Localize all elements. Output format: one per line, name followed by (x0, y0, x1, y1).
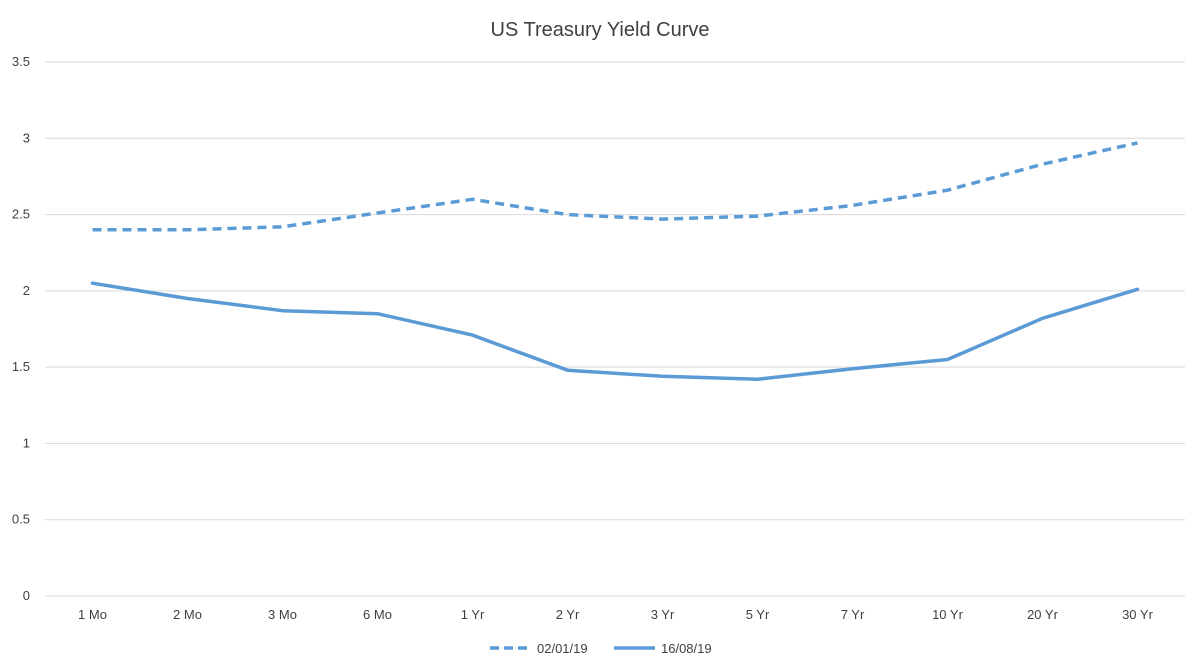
legend: 02/01/19 16/08/19 (490, 641, 712, 656)
series-line-2 (90, 281, 1140, 382)
x-tick-label: 3 Mo (268, 607, 297, 622)
gridlines (45, 61, 1185, 597)
x-tick-label: 7 Yr (841, 607, 865, 622)
chart-title: US Treasury Yield Curve (491, 19, 710, 41)
x-tick-label: 10 Yr (932, 607, 964, 622)
x-tick-label: 1 Yr (461, 607, 485, 622)
x-tick-label: 3 Yr (651, 607, 675, 622)
legend-label: 16/08/19 (661, 641, 712, 656)
y-tick-label: 3 (23, 130, 30, 145)
y-tick-label: 2 (23, 283, 30, 298)
x-tick-label: 5 Yr (746, 607, 770, 622)
y-tick-label: 1.5 (12, 359, 30, 374)
x-tick-label: 20 Yr (1027, 607, 1059, 622)
x-axis-ticks: 1 Mo 2 Mo 3 Mo 6 Mo 1 Yr 2 Yr 3 Yr 5 Yr 7 Yr 10 Y… (78, 607, 1154, 622)
y-tick-label: 0.5 (12, 512, 30, 527)
y-tick-label: 3.5 (12, 54, 30, 69)
x-tick-label: 30 Yr (1122, 607, 1154, 622)
y-axis-ticks: 0 0.5 1 1.5 2 2.5 3 3.5 (12, 54, 30, 603)
y-tick-label: 0 (23, 588, 30, 603)
y-tick-label: 2.5 (12, 207, 30, 222)
x-tick-label: 2 Yr (556, 607, 580, 622)
x-tick-label: 6 Mo (363, 607, 392, 622)
x-tick-label: 2 Mo (173, 607, 202, 622)
legend-label: 02/01/19 (537, 641, 588, 656)
x-tick-label: 1 Mo (78, 607, 107, 622)
series-lines (90, 141, 1140, 382)
y-tick-label: 1 (23, 435, 30, 450)
series-line-1 (92, 141, 1138, 232)
